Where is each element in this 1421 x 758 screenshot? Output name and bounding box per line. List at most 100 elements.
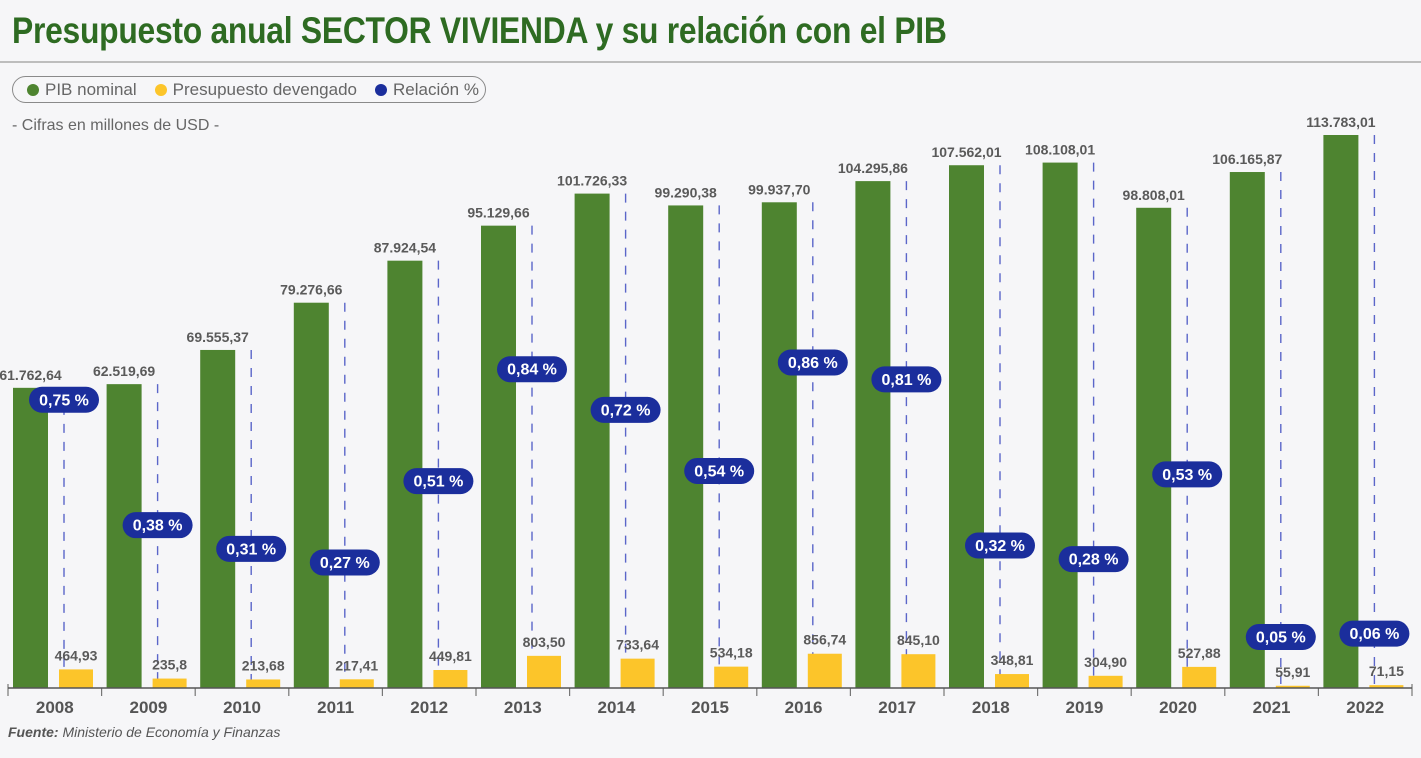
presupuesto-value-label: 527,88	[1178, 645, 1221, 661]
x-tick-label: 2022	[1346, 698, 1384, 717]
ratio-pill	[497, 356, 567, 383]
presupuesto-value-label: 449,81	[429, 648, 472, 664]
legend-item-presupuesto: Presupuesto devengado	[154, 79, 357, 100]
x-tick-label: 2012	[410, 698, 448, 717]
ratio-pill	[403, 468, 474, 495]
pib-value-label: 99.937,70	[748, 181, 810, 197]
pib-bar	[200, 349, 236, 688]
presupuesto-value-label: 304,90	[1084, 654, 1127, 670]
presupuesto-bar	[339, 679, 374, 688]
pib-bar	[1136, 207, 1172, 689]
ratio-value-label: 0,81 %	[881, 372, 931, 389]
pib-bar	[949, 165, 984, 688]
pib-value-label: 69.555,37	[187, 329, 249, 345]
pib-bar	[1229, 172, 1265, 689]
presupuesto-value-label: 856,74	[803, 632, 846, 648]
ratio-pill	[1245, 624, 1316, 651]
ratio-pill	[871, 366, 942, 393]
presupuesto-value-label: 217,41	[335, 657, 378, 673]
presupuesto-bar	[1369, 685, 1404, 688]
ratio-value-label: 0,05 %	[1256, 630, 1306, 647]
presupuesto-value-label: 733,64	[616, 637, 659, 653]
presupuesto-value-label: 845,10	[897, 632, 940, 648]
pib-value-label: 101.726,33	[557, 173, 627, 189]
title-divider	[0, 61, 1421, 63]
pib-value-label: 113.783,01	[1306, 114, 1376, 130]
source-label: Fuente:	[8, 724, 59, 740]
legend: PIB nominal Presupuesto devengado Relaci…	[12, 76, 486, 103]
x-tick-label: 2018	[972, 698, 1010, 717]
x-tick-label: 2020	[1159, 698, 1197, 717]
pib-bar	[13, 387, 48, 688]
ratio-pill	[309, 549, 380, 576]
pib-value-label: 108.108,01	[1025, 142, 1095, 158]
ratio-pill	[1058, 546, 1129, 573]
pib-value-label: 95.129,66	[467, 205, 529, 221]
presupuesto-bar	[901, 654, 936, 688]
pib-bar	[481, 225, 516, 689]
presupuesto-bar	[807, 653, 842, 688]
ratio-value-label: 0,54 %	[694, 463, 744, 480]
x-tick-label: 2014	[597, 698, 635, 717]
x-tick-label: 2013	[504, 698, 542, 717]
presupuesto-value-label: 534,18	[710, 645, 753, 661]
legend-label-pib: PIB nominal	[45, 79, 137, 99]
ratio-value-label: 0,28 %	[1069, 552, 1119, 569]
ratio-pill	[1339, 620, 1410, 647]
ratio-pill	[122, 512, 193, 539]
x-tick-label: 2019	[1065, 698, 1103, 717]
legend-label-relacion: Relación %	[392, 79, 479, 99]
ratio-value-label: 0,38 %	[133, 518, 183, 535]
presupuesto-bar	[1182, 666, 1217, 688]
legend-item-relacion: Relación %	[374, 79, 479, 100]
x-tick-label: 2008	[36, 698, 74, 717]
pib-value-label: 106.165,87	[1212, 151, 1282, 167]
x-tick-label: 2011	[317, 698, 354, 717]
presupuesto-bar	[620, 658, 655, 688]
presupuesto-value-label: 55,91	[1275, 664, 1310, 680]
ratio-pill	[590, 396, 661, 423]
pib-value-label: 107.562,01	[931, 144, 1001, 160]
pib-value-label: 62.519,69	[93, 363, 155, 379]
legend-dot-pib	[27, 83, 39, 96]
ratio-pill	[1152, 461, 1223, 488]
pib-value-label: 61.762,64	[0, 367, 62, 383]
x-tick-label: 2009	[129, 698, 167, 717]
pib-bar	[1042, 162, 1078, 688]
x-tick-label: 2015	[691, 698, 729, 717]
ratio-value-label: 0,31 %	[226, 541, 276, 558]
presupuesto-bar	[59, 669, 93, 688]
ratio-pill	[684, 457, 755, 484]
ratio-value-label: 0,84 %	[507, 362, 557, 379]
source-note: Fuente: Ministerio de Economía y Finanza…	[8, 724, 280, 740]
presupuesto-value-label: 803,50	[523, 634, 566, 650]
pib-value-label: 87.924,54	[374, 240, 436, 256]
pib-value-label: 104.295,86	[838, 160, 908, 176]
ratio-value-label: 0,32 %	[975, 538, 1025, 555]
x-tick-label: 2016	[785, 698, 823, 717]
legend-item-pib: PIB nominal	[27, 80, 137, 100]
presupuesto-bar	[995, 674, 1029, 688]
pib-value-label: 79.276,66	[280, 282, 342, 298]
ratio-value-label: 0,53 %	[1162, 467, 1212, 484]
legend-dot-relacion	[374, 83, 387, 96]
source-text: Ministerio de Economía y Finanzas	[62, 724, 281, 740]
pib-bar	[761, 202, 797, 688]
ratio-pill	[216, 535, 287, 562]
presupuesto-value-label: 235,8	[152, 657, 187, 673]
legend-label-presupuesto: Presupuesto devengado	[172, 79, 357, 99]
presupuesto-value-label: 464,93	[55, 647, 98, 663]
presupuesto-value-label: 71,15	[1369, 663, 1404, 679]
ratio-value-label: 0,27 %	[320, 555, 370, 572]
ratio-value-label: 0,51 %	[413, 474, 463, 491]
pib-bar	[1323, 135, 1359, 688]
presupuesto-bar	[246, 679, 281, 688]
presupuesto-bar	[1088, 675, 1123, 688]
ratio-value-label: 0,75 %	[39, 392, 89, 409]
presupuesto-value-label: 213,68	[242, 657, 285, 673]
ratio-pill	[965, 532, 1035, 559]
ratio-pill	[29, 386, 99, 413]
chart-subtitle: - Cifras en millones de USD -	[12, 117, 220, 134]
presupuesto-bar	[152, 678, 187, 688]
presupuesto-bar	[433, 670, 468, 688]
